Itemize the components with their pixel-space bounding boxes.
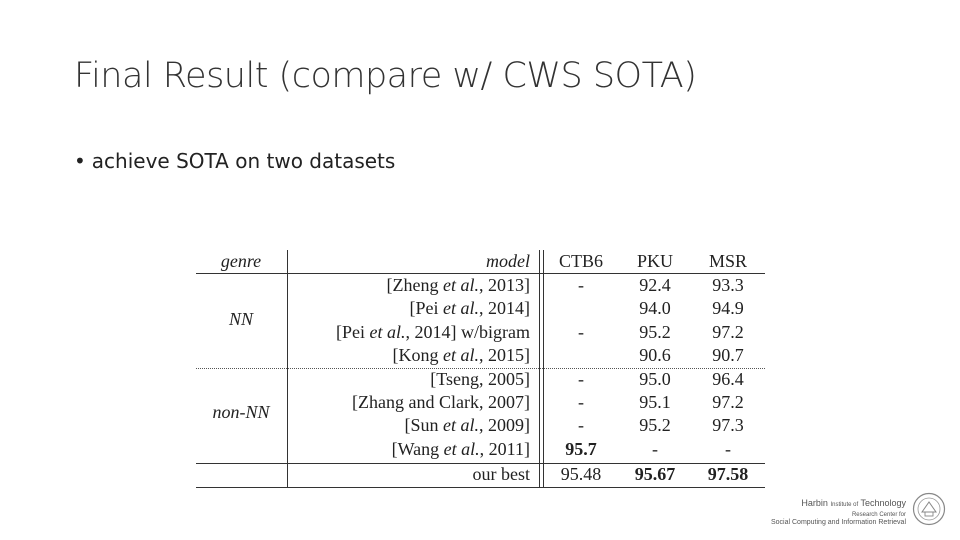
ctb6-cell: -	[578, 275, 584, 295]
model-cell: [Zheng et al., 2013]	[386, 275, 530, 295]
msr-cell: 97.3	[712, 415, 744, 436]
column-rule-scores-b	[543, 250, 544, 488]
best-ctb6: 95.48	[560, 464, 602, 484]
table-row: [Sun et al., 2009] - 95.2 97.3	[196, 414, 765, 437]
pku-cell: 94.0	[639, 298, 671, 319]
table-row: [Zheng et al., 2013] - 92.4 93.3	[196, 274, 765, 297]
msr-cell: 97.2	[712, 391, 744, 412]
genre-non-nn: non-NN	[212, 402, 270, 422]
footer-line-3: Social Computing and Information Retriev…	[770, 519, 906, 526]
msr-cell: 97.2	[712, 321, 744, 342]
table-row: [Kong et al., 2015] 90.6 90.7	[196, 344, 765, 367]
msr-cell: -	[725, 438, 731, 459]
header-pku: PKU	[636, 251, 673, 271]
group-divider	[196, 368, 765, 369]
pku-cell: 95.2	[639, 415, 671, 436]
table-header-row: genre model CTB6 PKU MSR	[196, 250, 765, 274]
institution-footer: Harbin Institute of Technology Research …	[771, 498, 906, 526]
ctb6-cell: -	[578, 415, 584, 436]
column-rule-genre	[287, 250, 288, 488]
model-cell: [Kong et al., 2015]	[392, 345, 531, 366]
bullet-point: • achieve SOTA on two datasets	[74, 149, 395, 173]
ctb6-cell: -	[578, 321, 584, 342]
model-cell: [Pei et al., 2014] w/bigram	[336, 321, 530, 342]
results-table: genre model CTB6 PKU MSR [Zheng et al., …	[196, 250, 765, 488]
bullet-text: achieve SOTA on two datasets	[91, 149, 396, 173]
table-row: [Pei et al., 2014] 94.0 94.9	[196, 297, 765, 320]
ctb6-cell: 95.7	[565, 438, 597, 459]
model-cell: [Pei et al., 2014]	[409, 298, 531, 319]
table-row-best: our best 95.48 95.67 97.58	[196, 463, 765, 486]
footer-line-2: Research Center for	[851, 512, 906, 518]
msr-cell: 96.4	[712, 368, 744, 389]
pku-cell: 95.2	[639, 321, 671, 342]
bullet-dot: •	[74, 149, 86, 173]
table-row: [Zhang and Clark, 2007] - 95.1 97.2	[196, 391, 765, 414]
pku-cell: -	[652, 438, 658, 459]
msr-cell: 90.7	[712, 345, 744, 366]
model-cell: [Zhang and Clark, 2007]	[352, 391, 530, 412]
model-cell: [Wang et al., 2011]	[391, 438, 530, 459]
header-genre: genre	[220, 251, 262, 271]
university-seal-icon	[912, 492, 946, 526]
model-cell: [Tseng, 2005]	[430, 368, 530, 389]
best-model: our best	[472, 464, 531, 484]
ctb6-cell: -	[578, 391, 584, 412]
table-row: [Pei et al., 2014] w/bigram - 95.2 97.2	[196, 321, 765, 344]
column-rule-scores-a	[539, 250, 540, 488]
best-msr: 97.58	[707, 464, 749, 484]
model-cell: [Sun et al., 2009]	[404, 415, 530, 436]
header-model: model	[486, 251, 530, 271]
msr-cell: 93.3	[712, 275, 744, 295]
footer-line-1: Harbin Institute of Technology	[801, 498, 906, 508]
header-ctb6: CTB6	[558, 251, 603, 271]
msr-cell: 94.9	[712, 298, 744, 319]
slide-title: Final Result (compare w/ CWS SOTA)	[74, 56, 697, 96]
ctb6-cell: -	[578, 368, 584, 389]
table-body: [Zheng et al., 2013] -92.4 93.3 [Pei et al.…	[196, 274, 765, 461]
pku-cell: 92.4	[639, 275, 671, 295]
best-separator	[196, 463, 765, 464]
pku-cell: 95.0	[639, 368, 671, 389]
best-pku: 95.67	[634, 464, 676, 484]
pku-cell: 90.6	[639, 345, 671, 366]
table-bottom-rule	[196, 487, 765, 488]
table-row: [Wang et al., 2011] 95.7 - -	[196, 438, 765, 461]
table-row: [Tseng, 2005] - 95.0 96.4	[196, 368, 765, 391]
genre-nn: NN	[228, 309, 253, 329]
pku-cell: 95.1	[639, 391, 671, 412]
header-msr: MSR	[708, 251, 748, 271]
